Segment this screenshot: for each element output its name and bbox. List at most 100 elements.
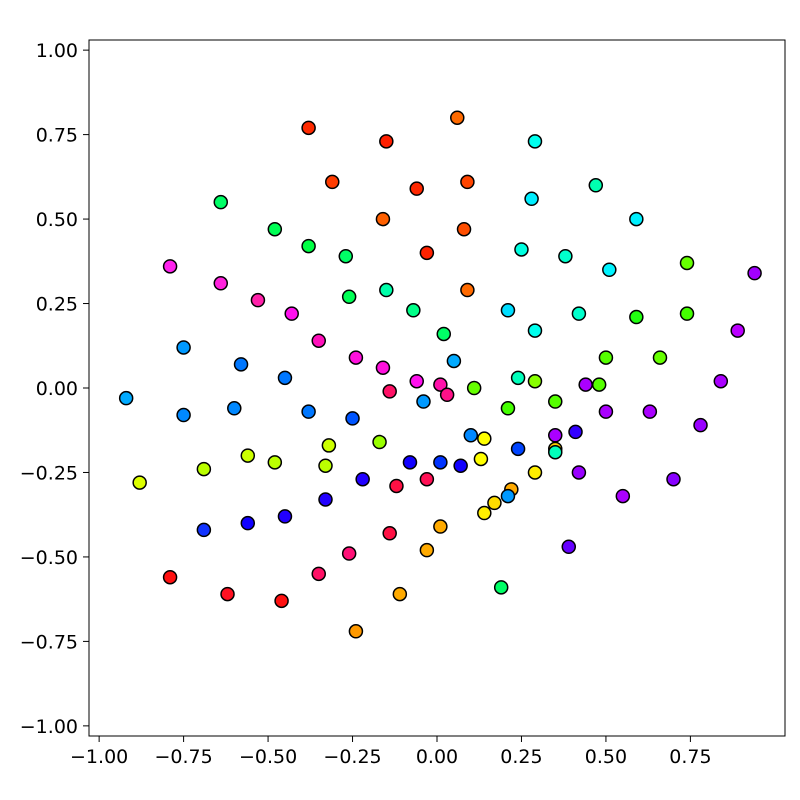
scatter-point xyxy=(578,377,593,392)
scatter-point xyxy=(301,238,316,254)
scatter-point xyxy=(433,455,448,470)
scatter-point xyxy=(500,488,516,504)
scatter-point xyxy=(196,522,212,538)
scatter-point xyxy=(571,465,587,480)
scatter-point xyxy=(375,211,391,227)
scatter-point xyxy=(402,455,418,470)
scatter-point xyxy=(548,444,563,460)
scatter-point xyxy=(325,174,340,190)
scatter-point xyxy=(419,245,435,261)
scatter-point xyxy=(436,326,452,342)
scatter-point xyxy=(629,211,644,227)
scatter-point xyxy=(240,515,256,531)
scatter-point xyxy=(477,431,492,446)
scatter-points xyxy=(118,110,762,639)
scatter-point xyxy=(132,475,147,490)
scatter-point xyxy=(277,370,293,386)
scatter-point xyxy=(500,303,516,318)
scatter-point xyxy=(615,488,631,504)
y-tick-label: 0.75 xyxy=(36,125,78,147)
scatter-point xyxy=(588,178,604,193)
scatter-point xyxy=(730,323,745,338)
scatter-point xyxy=(348,350,364,365)
scatter-point xyxy=(419,542,435,558)
scatter-point xyxy=(321,438,337,453)
scatter-point xyxy=(301,120,316,136)
scatter-point xyxy=(473,451,489,467)
x-tick-label: 0.75 xyxy=(669,746,711,768)
scatter-point xyxy=(162,259,178,274)
scatter-point xyxy=(487,495,502,511)
scatter-point xyxy=(629,309,644,325)
scatter-point xyxy=(463,428,479,443)
scatter-point xyxy=(274,593,289,609)
scatter-point xyxy=(311,333,326,348)
scatter-point xyxy=(379,282,394,298)
x-tick-label: −0.75 xyxy=(154,746,212,768)
x-tick-label: −0.25 xyxy=(323,746,381,768)
scatter-point xyxy=(176,407,191,423)
scatter-point xyxy=(406,303,421,318)
scatter-point xyxy=(453,458,468,473)
scatter-point xyxy=(568,424,583,440)
scatter-point xyxy=(382,526,397,541)
scatter-point xyxy=(571,306,587,321)
y-axis: −1.00 −0.75 −0.50 −0.25 0.00 0.25 0.50 0.75 1.00 xyxy=(20,40,89,738)
scatter-point xyxy=(713,373,729,389)
scatter-point xyxy=(527,373,543,389)
scatter-point xyxy=(591,377,607,392)
scatter-point xyxy=(466,380,482,396)
x-tick-label: 0.00 xyxy=(416,746,458,768)
scatter-point xyxy=(375,360,391,375)
y-tick-label: 1.00 xyxy=(36,40,78,62)
scatter-point xyxy=(548,428,563,443)
scatter-point xyxy=(250,292,266,308)
scatter-point xyxy=(514,242,529,257)
scatter-point xyxy=(679,306,695,321)
scatter-point xyxy=(227,401,242,416)
scatter-point xyxy=(176,340,191,355)
scatter-point xyxy=(409,181,424,196)
scatter-point xyxy=(220,586,235,602)
y-tick-label: −0.75 xyxy=(20,631,78,653)
scatter-point xyxy=(311,566,326,582)
y-tick-label: −0.25 xyxy=(20,462,78,484)
scatter-point xyxy=(642,404,658,419)
scatter-point xyxy=(240,448,256,463)
scatter-point xyxy=(558,248,573,264)
x-axis: −1.00 −0.75 −0.50 −0.25 0.00 0.25 0.50 0.75 xyxy=(70,736,712,768)
scatter-point xyxy=(196,461,212,477)
x-tick-label: 0.50 xyxy=(585,746,627,768)
scatter-point xyxy=(477,505,492,521)
scatter-point xyxy=(450,110,465,125)
y-tick-label: 0.00 xyxy=(36,378,78,400)
scatter-point xyxy=(416,394,431,409)
x-tick-label: −1.00 xyxy=(70,746,128,768)
x-tick-label: 0.25 xyxy=(500,746,542,768)
scatter-point xyxy=(602,262,617,277)
scatter-point xyxy=(162,569,178,585)
scatter-point xyxy=(118,390,134,406)
scatter-point xyxy=(460,282,475,298)
scatter-point xyxy=(693,417,708,433)
scatter-point xyxy=(345,411,360,426)
y-tick-label: −0.50 xyxy=(20,547,78,569)
scatter-point xyxy=(524,191,539,207)
y-tick-label: 0.25 xyxy=(36,294,78,316)
scatter-point xyxy=(548,394,563,409)
scatter-point xyxy=(652,350,668,365)
scatter-point xyxy=(341,546,357,561)
scatter-point xyxy=(379,134,394,149)
scatter-point xyxy=(527,134,543,149)
scatter-point xyxy=(318,458,333,473)
scatter-point xyxy=(267,455,283,470)
scatter-point xyxy=(277,509,293,524)
scatter-point xyxy=(500,401,516,416)
scatter-point xyxy=(341,289,357,305)
scatter-point xyxy=(213,276,229,291)
scatter-point xyxy=(598,404,614,419)
scatter-point xyxy=(372,434,387,450)
scatter-point xyxy=(419,471,435,487)
scatter-point xyxy=(456,221,472,237)
scatter-point xyxy=(460,174,475,190)
